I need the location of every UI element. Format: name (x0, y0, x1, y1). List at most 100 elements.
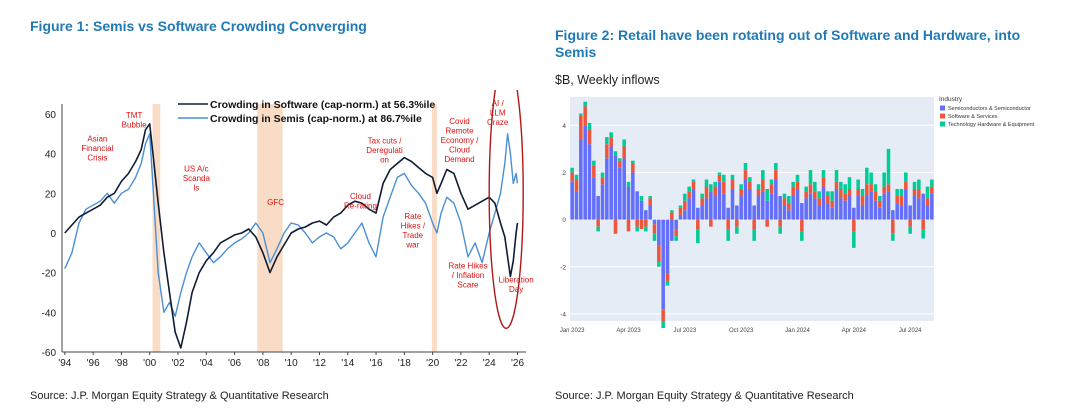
x-tick-label: '08 (256, 358, 269, 369)
bar-segment (717, 174, 722, 182)
bar-segment (895, 203, 899, 220)
bar-segment (652, 219, 657, 225)
bar-segment (635, 226, 639, 232)
bar-segment (821, 186, 826, 220)
bar-segment (826, 191, 830, 197)
bar-segment (782, 205, 787, 220)
shaded-period (257, 104, 283, 352)
bar-segment (925, 186, 930, 199)
bar-segment (735, 205, 739, 220)
bar-segment (795, 174, 800, 182)
bar-segment (652, 224, 657, 234)
bar-segment (709, 191, 713, 220)
bar-segment (587, 144, 592, 220)
bar-segment (570, 172, 574, 182)
bar-segment (878, 207, 882, 220)
bar-segment (670, 210, 674, 213)
bar-segment (570, 181, 574, 220)
bar-segment (626, 181, 631, 187)
bar-segment (930, 186, 934, 194)
bar-segment (860, 205, 865, 220)
bar-segment (882, 172, 886, 187)
legend-swatch (940, 113, 945, 119)
x-tick-label: '98 (115, 358, 128, 369)
bar-segment (613, 219, 618, 234)
bar-segment (899, 196, 904, 206)
bar-segment (808, 184, 813, 194)
bar-segment (605, 144, 609, 159)
bar-segment (813, 191, 817, 199)
bar-segment (930, 193, 934, 220)
bar-segment (709, 219, 713, 227)
bar-segment (774, 163, 778, 171)
legend-title: Industry (939, 96, 963, 103)
y-tick-label: 4 (562, 123, 566, 130)
bar-segment (730, 188, 735, 220)
event-annotation: US A/c Scanda ls (183, 164, 211, 192)
y-tick-label: 0 (562, 217, 566, 224)
event-annotation: Tax cuts / Deregulati on (366, 137, 403, 165)
bar-segment (609, 146, 613, 220)
bar-segment (817, 191, 821, 199)
figure2-title-line1: Figure 2: Retail have been rotating out … (555, 27, 1021, 43)
event-annotation: TMT Bubble (122, 111, 147, 130)
bar-segment (661, 321, 665, 329)
bar-segment (895, 196, 899, 204)
x-tick-label: Oct 2023 (729, 328, 754, 334)
bar-segment (605, 137, 609, 145)
highlight-ellipse (488, 90, 524, 330)
bar-segment (691, 181, 696, 189)
bar-segment (717, 181, 722, 220)
bar-segment (856, 179, 860, 189)
legend-label: Crowding in Semis (cap-norm.) at 86.7%il… (210, 113, 422, 125)
bar-segment (683, 210, 687, 220)
bar-segment (696, 207, 700, 220)
bar-segment (843, 184, 847, 194)
bar-segment (791, 181, 795, 187)
bar-segment (722, 193, 726, 220)
bar-segment (834, 188, 839, 220)
bar-segment (635, 219, 639, 227)
bar-segment (765, 200, 769, 220)
bar-segment (626, 219, 631, 232)
x-tick-label: '26 (511, 358, 524, 369)
bar-segment (800, 231, 804, 241)
legend-swatch (940, 121, 945, 127)
bar-segment (583, 106, 587, 126)
bar-segment (644, 226, 648, 232)
bar-segment (618, 158, 622, 161)
bar-segment (917, 179, 921, 189)
x-tick-label: '06 (228, 358, 241, 369)
bar-segment (631, 160, 635, 164)
bar-segment (639, 219, 644, 230)
bar-segment (813, 181, 817, 192)
figure2-subtitle: $B, Weekly inflows (555, 73, 660, 87)
bar-segment (631, 172, 635, 220)
bar-segment (817, 198, 821, 206)
bar-segment (726, 219, 730, 230)
bar-segment (648, 205, 652, 220)
bar-segment (618, 160, 622, 168)
x-tick-label: Jan 2023 (560, 328, 585, 334)
y-tick-label: 60 (45, 110, 57, 121)
bar-segment (886, 191, 891, 220)
legend-label: Crowding in Software (cap-norm.) at 56.3… (210, 99, 435, 111)
x-tick-label: '10 (285, 358, 298, 369)
bar-segment (596, 226, 600, 232)
bar-segment (743, 170, 748, 180)
bar-segment (613, 151, 618, 156)
bar-segment (847, 177, 852, 189)
bar-segment (678, 214, 683, 220)
bar-segment (886, 184, 891, 192)
bar-segment (756, 188, 761, 197)
bar-segment (925, 198, 930, 206)
bar-segment (626, 186, 631, 220)
bar-segment (847, 196, 852, 220)
bar-segment (921, 219, 925, 230)
bar-segment (730, 174, 735, 180)
bar-segment (830, 207, 834, 220)
bar-segment (674, 229, 678, 237)
bar-segment (622, 158, 626, 220)
legend-label: Semiconductors & Semiconductor (948, 106, 1031, 112)
x-tick-label: '02 (171, 358, 184, 369)
